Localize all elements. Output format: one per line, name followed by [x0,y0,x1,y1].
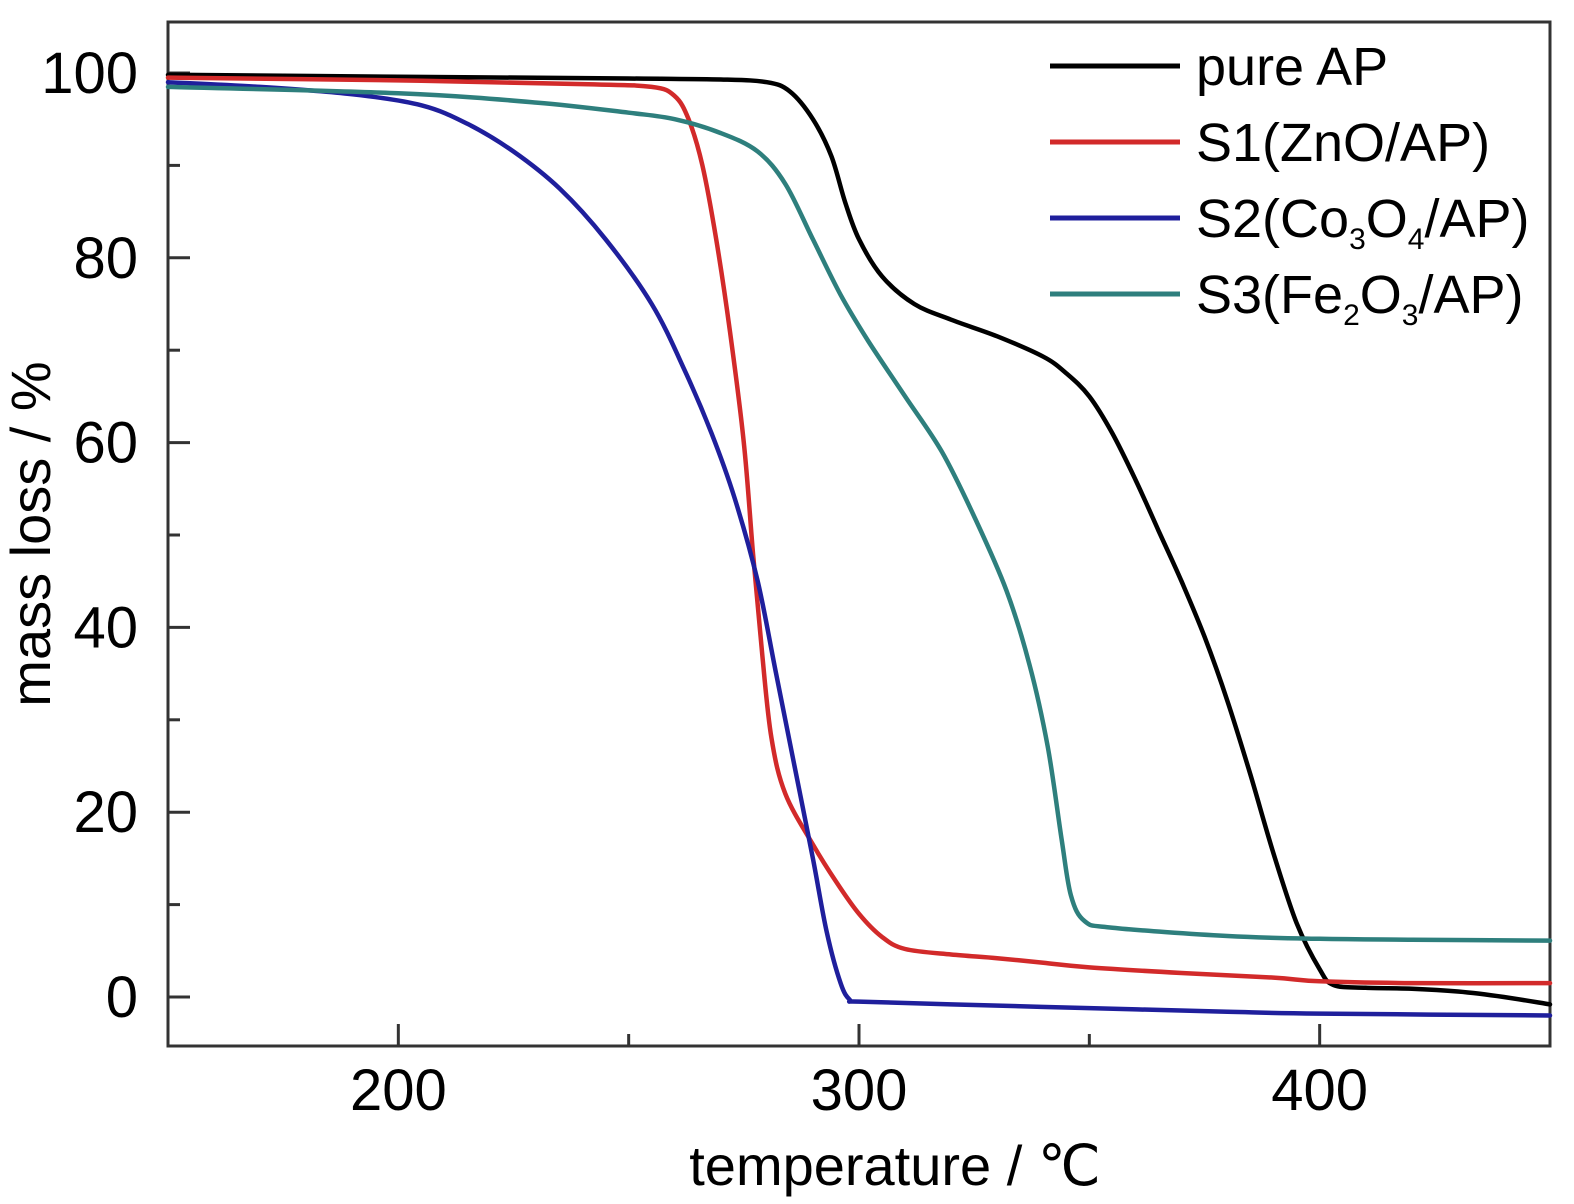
y-tick-label: 60 [73,411,138,476]
axis-ticks: 200 300 400 0 20 40 60 80 100 [41,41,1552,1123]
legend-text: O [1366,189,1408,249]
legend-subscript: 4 [1408,223,1425,256]
legend-text: /AP) [1418,265,1523,325]
plot-frame [166,20,1552,1048]
series-line-4 [165,84,1553,943]
legend-subscript: 3 [1402,299,1419,332]
legend-label: S2(Co3O4/AP) [1196,189,1529,256]
series-line-3 [165,79,1553,1018]
legend-text: S3(Fe [1196,265,1343,325]
x-tick-label: 400 [1271,1058,1368,1123]
legend-text: S2(Co [1196,189,1349,249]
legend-label: pure AP [1196,37,1388,97]
y-tick-label: 40 [73,595,138,660]
legend-subscript: 3 [1349,223,1366,256]
legend-subscript: 2 [1343,299,1360,332]
y-tick-label: 20 [73,780,138,845]
legend-text: O [1360,265,1402,325]
y-axis-title: mass loss / % [0,361,62,706]
series-lines [165,72,1553,1018]
x-tick-label: 300 [811,1058,908,1123]
series-line-2 [165,75,1553,986]
y-tick-label: 80 [73,226,138,291]
x-axis-title: temperature / ℃ [689,1134,1101,1197]
series-line-1 [165,72,1553,1007]
legend-label: S3(Fe2O3/AP) [1196,265,1523,332]
legend-text: /AP) [1424,189,1529,249]
x-tick-label: 200 [350,1058,447,1123]
legend-label: S1(ZnO/AP) [1196,113,1490,173]
legend-text: S1(ZnO/AP) [1196,113,1490,173]
y-tick-label: 0 [106,965,138,1030]
y-tick-label: 100 [41,41,138,106]
legend: pure APS1(ZnO/AP)S2(Co3O4/AP)S3(Fe2O3/AP… [1050,37,1529,332]
legend-text: pure AP [1196,37,1388,97]
